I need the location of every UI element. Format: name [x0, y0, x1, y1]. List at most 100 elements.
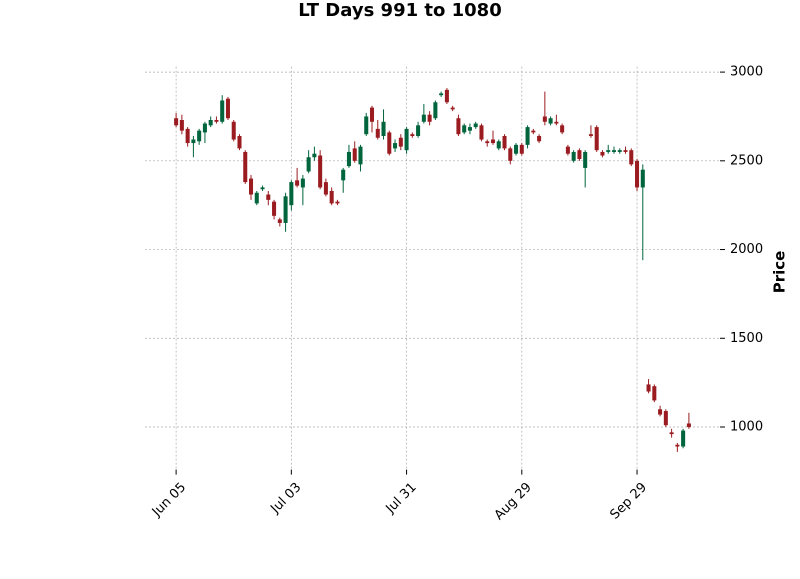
candle-body [531, 130, 536, 133]
candle-body [421, 114, 426, 122]
candle-body [658, 409, 663, 415]
candle-body [588, 134, 593, 136]
candle-body [577, 150, 582, 160]
candle-body [635, 160, 640, 188]
candle-body [681, 430, 686, 447]
candle-body [485, 141, 490, 144]
candle-body [444, 89, 449, 103]
candle-body [433, 102, 438, 119]
candle-body [502, 135, 507, 149]
candle-body [611, 150, 617, 152]
candle-body [652, 386, 657, 401]
candle-body [663, 411, 668, 426]
candle-body [243, 151, 248, 183]
x-tick-label: Sep 29 [608, 480, 651, 523]
candle-body [346, 151, 351, 167]
candle-body [617, 150, 622, 152]
candle-body [542, 116, 547, 122]
x-tick-label: Jul 31 [383, 480, 420, 517]
x-tick-label: Aug 29 [492, 480, 535, 523]
y-tick-label: 1500 [730, 331, 763, 346]
candle-body [306, 157, 311, 172]
candle-body [277, 219, 282, 223]
candle-body [260, 187, 265, 190]
candle-body [197, 130, 202, 142]
candle-body [560, 125, 565, 133]
candle-body [393, 143, 398, 149]
chart-title: LT Days 991 to 1080 [298, 0, 501, 21]
candle-body [675, 444, 680, 447]
candle-body [606, 150, 611, 152]
candle-body [358, 146, 363, 165]
candle-body [629, 150, 634, 165]
candle-body [179, 120, 184, 131]
candle-body [300, 178, 305, 188]
candle-body [214, 120, 219, 122]
candle-body [352, 148, 357, 161]
candle-body [404, 128, 409, 151]
candle-body [571, 151, 576, 161]
candle-body [537, 135, 542, 142]
candle-body [594, 127, 599, 151]
y-axis-label: Price [771, 251, 789, 294]
candle-body [369, 107, 375, 122]
candle-body [525, 127, 530, 145]
candle-body [554, 121, 559, 124]
candle-body [583, 151, 588, 168]
candle-body [191, 139, 196, 144]
y-tick-label: 1000 [730, 420, 763, 435]
x-tick-label: Jun 05 [149, 480, 189, 520]
candle-body [490, 139, 496, 144]
candle-body [202, 123, 207, 133]
candle-body [450, 107, 455, 110]
candle-body [335, 201, 340, 204]
candle-body [496, 141, 501, 149]
candle-body [295, 180, 300, 186]
candle-body [686, 423, 691, 428]
candle-body [220, 100, 225, 122]
candle-body [225, 98, 230, 119]
candle-body [266, 194, 271, 200]
candle-body [364, 116, 369, 135]
candle-body [565, 146, 570, 154]
y-tick-label: 2500 [730, 153, 763, 168]
candle-body [410, 134, 415, 136]
candle-body [439, 93, 444, 96]
candle-body [248, 178, 254, 195]
candle-body [646, 384, 651, 392]
candle-body [398, 137, 403, 147]
candle-body [416, 125, 421, 136]
candle-body [231, 121, 236, 140]
candle-body [508, 148, 513, 161]
candle-body [387, 132, 392, 154]
x-tick-label: Jul 03 [267, 480, 304, 517]
candle-body [548, 118, 553, 124]
candle-body [600, 151, 605, 156]
candle-body [669, 432, 674, 435]
candle-body [462, 125, 467, 133]
candle-body [329, 190, 334, 204]
candle-body [519, 144, 524, 154]
candle-body [514, 144, 519, 154]
candle-body [381, 121, 386, 136]
candle-body [237, 135, 242, 149]
candle-body [375, 128, 380, 138]
candle-body [185, 128, 190, 144]
y-tick-label: 3000 [730, 65, 763, 80]
candle-body [640, 169, 645, 188]
candle-body [312, 153, 317, 158]
candle-body [479, 125, 484, 140]
candle-body [341, 169, 346, 181]
candle-body [283, 196, 288, 223]
candle-body [208, 120, 213, 126]
candle-body [174, 118, 179, 126]
candle-body [623, 150, 628, 152]
y-tick-label: 2000 [730, 242, 763, 257]
candle-body [272, 201, 277, 216]
candle-body [473, 123, 478, 128]
candle-body [254, 192, 259, 204]
candle-body [289, 182, 294, 206]
candle-body [456, 118, 461, 135]
candle-body [323, 182, 328, 195]
